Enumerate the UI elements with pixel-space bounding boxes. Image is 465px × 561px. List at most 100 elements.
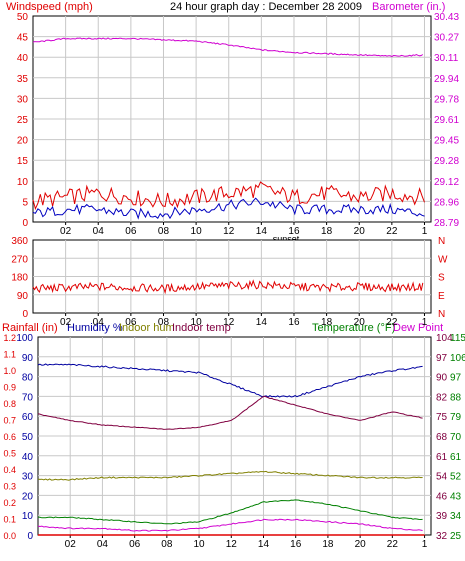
p2-left-tick-label: 90 bbox=[17, 291, 29, 302]
p3-temp-tick-label: 88 bbox=[450, 392, 462, 403]
p2-xtick-label: 02 bbox=[60, 317, 72, 328]
p3-indoor-temp-tick-label: 68 bbox=[436, 432, 448, 443]
p3-rain-tick-label: 0.1 bbox=[3, 515, 16, 525]
p2-left-tick-label: 360 bbox=[11, 236, 28, 247]
p1-xtick-label: 20 bbox=[354, 226, 366, 237]
p3-humidity-tick-label: 0 bbox=[27, 531, 33, 542]
p3-temp-tick-label: 25 bbox=[450, 531, 462, 542]
p1-left-tick-label: 30 bbox=[17, 94, 29, 105]
p3-humidity-tick-label: 90 bbox=[22, 353, 34, 364]
p3-temp-tick-label: 52 bbox=[450, 472, 462, 483]
p1-right-tick-label: 29.45 bbox=[434, 136, 459, 147]
p2-xtick-label: 16 bbox=[288, 317, 300, 328]
p1-right-tick-label: 30.27 bbox=[434, 33, 459, 44]
p3-indoor-temp-tick-label: 32 bbox=[436, 531, 448, 542]
p3-humidity-tick-label: 40 bbox=[22, 452, 34, 463]
p2-left-tick-label: 0 bbox=[22, 309, 28, 320]
p1-left-tick-label: 35 bbox=[17, 74, 29, 85]
p3-humidity-tick-label: 30 bbox=[22, 472, 34, 483]
sunset-annotation: sunset bbox=[273, 234, 300, 244]
p3-xtick-label: 12 bbox=[226, 539, 238, 550]
p1-right-tick-label: 28.96 bbox=[434, 197, 459, 208]
p3-rain-tick-label: 0.3 bbox=[3, 482, 16, 492]
p1-xtick-label: 06 bbox=[125, 226, 137, 237]
wind-avg-line bbox=[32, 197, 425, 220]
barometer-axis-label: Barometer (in.) bbox=[372, 1, 445, 13]
windspeed-axis-label: Windspeed (mph) bbox=[6, 1, 93, 13]
p1-right-tick-label: 29.28 bbox=[434, 156, 459, 167]
p3-humidity-tick-label: 60 bbox=[22, 412, 34, 423]
temperature-legend: Temperature (°F) bbox=[312, 322, 395, 334]
p2-compass-label: N bbox=[438, 236, 445, 247]
p2-left-tick-label: 180 bbox=[11, 273, 28, 284]
p2-left-tick-label: 270 bbox=[11, 254, 28, 265]
p3-temp-tick-label: 97 bbox=[450, 373, 462, 384]
p3-temp-tick-label: 70 bbox=[450, 432, 462, 443]
p3-rain-tick-label: 1.1 bbox=[3, 350, 16, 360]
p2-xtick-label: 14 bbox=[256, 317, 268, 328]
p3-xtick-label: 16 bbox=[290, 539, 302, 550]
p3-indoor-temp-tick-label: 104 bbox=[436, 333, 453, 344]
p3-indoor-temp-tick-label: 61 bbox=[436, 452, 448, 463]
p3-indoor-temp-tick-label: 39 bbox=[436, 511, 448, 522]
p1-xtick-label: 14 bbox=[256, 226, 268, 237]
p3-temp-tick-label: 115 bbox=[450, 333, 465, 344]
p3-humidity-tick-label: 10 bbox=[22, 511, 34, 522]
p3-rain-tick-label: 0.2 bbox=[3, 498, 16, 508]
p1-left-tick-label: 20 bbox=[17, 136, 29, 147]
p2-xtick-label: 04 bbox=[93, 317, 105, 328]
p3-temp-tick-label: 79 bbox=[450, 412, 462, 423]
p3-rain-tick-label: 1.2 bbox=[3, 333, 16, 343]
p1-left-tick-label: 5 bbox=[22, 197, 28, 208]
wind-gust-line bbox=[32, 181, 425, 211]
p2-compass-label: W bbox=[438, 254, 448, 265]
p3-xtick-label: 06 bbox=[129, 539, 141, 550]
p1-right-tick-label: 28.79 bbox=[434, 218, 459, 229]
p3-indoor-temp-tick-label: 46 bbox=[436, 491, 448, 502]
p2-xtick-label: 1 bbox=[422, 317, 428, 328]
p3-rain-tick-label: 1.0 bbox=[3, 366, 16, 376]
p1-xtick-label: 04 bbox=[93, 226, 105, 237]
p3-indoor-temp-tick-label: 54 bbox=[436, 472, 448, 483]
humidity-line bbox=[37, 363, 423, 398]
p1-left-tick-label: 45 bbox=[17, 33, 29, 44]
p2-xtick-label: 18 bbox=[321, 317, 333, 328]
p1-left-tick-label: 0 bbox=[22, 218, 28, 229]
p3-xtick-label: 10 bbox=[194, 539, 206, 550]
p1-left-tick-label: 40 bbox=[17, 53, 29, 64]
indoor-temp-legend: Indoor temp bbox=[172, 322, 231, 334]
p1-xtick-label: 10 bbox=[191, 226, 203, 237]
p1-xtick-label: 12 bbox=[223, 226, 235, 237]
humidity-temperature-panel: 02 04 06 08 10 12 14 16 18 20 22 1 0.0 0.1 0.2 0.3 0.4 0.… bbox=[3, 333, 465, 550]
p3-temp-tick-label: 43 bbox=[450, 491, 462, 502]
p2-xtick-label: 12 bbox=[223, 317, 235, 328]
p3-humidity-tick-label: 80 bbox=[22, 373, 34, 384]
p2-xtick-label: 06 bbox=[125, 317, 137, 328]
p1-xtick-label: 02 bbox=[60, 226, 72, 237]
p3-xtick-label: 22 bbox=[387, 539, 399, 550]
p3-humidity-tick-label: 100 bbox=[16, 333, 33, 344]
p3-indoor-temp-tick-label: 97 bbox=[436, 353, 448, 364]
p3-rain-tick-label: 0.5 bbox=[3, 449, 16, 459]
p3-temp-tick-label: 34 bbox=[450, 511, 462, 522]
p2-compass-label: S bbox=[438, 273, 445, 284]
p3-humidity-tick-label: 70 bbox=[22, 392, 34, 403]
p3-humidity-tick-label: 50 bbox=[22, 432, 34, 443]
p1-right-tick-label: 29.61 bbox=[434, 115, 459, 126]
p1-left-tick-label: 25 bbox=[17, 115, 29, 126]
p2-compass-label: N bbox=[438, 309, 445, 320]
p3-xtick-label: 08 bbox=[161, 539, 173, 550]
p3-rain-tick-label: 0.0 bbox=[3, 531, 16, 541]
p3-xtick-label: 20 bbox=[355, 539, 367, 550]
p1-left-tick-label: 15 bbox=[17, 156, 29, 167]
p1-right-tick-label: 29.78 bbox=[434, 94, 459, 105]
indoor-temp-line bbox=[37, 395, 423, 430]
p1-left-tick-label: 50 bbox=[17, 12, 29, 23]
p1-xtick-label: 08 bbox=[158, 226, 170, 237]
humidity-legend: Humidity % bbox=[67, 322, 123, 334]
indoor-hum-line bbox=[37, 470, 423, 481]
p2-xtick-label: 10 bbox=[191, 317, 203, 328]
p1-xtick-label: 16 bbox=[288, 226, 300, 237]
